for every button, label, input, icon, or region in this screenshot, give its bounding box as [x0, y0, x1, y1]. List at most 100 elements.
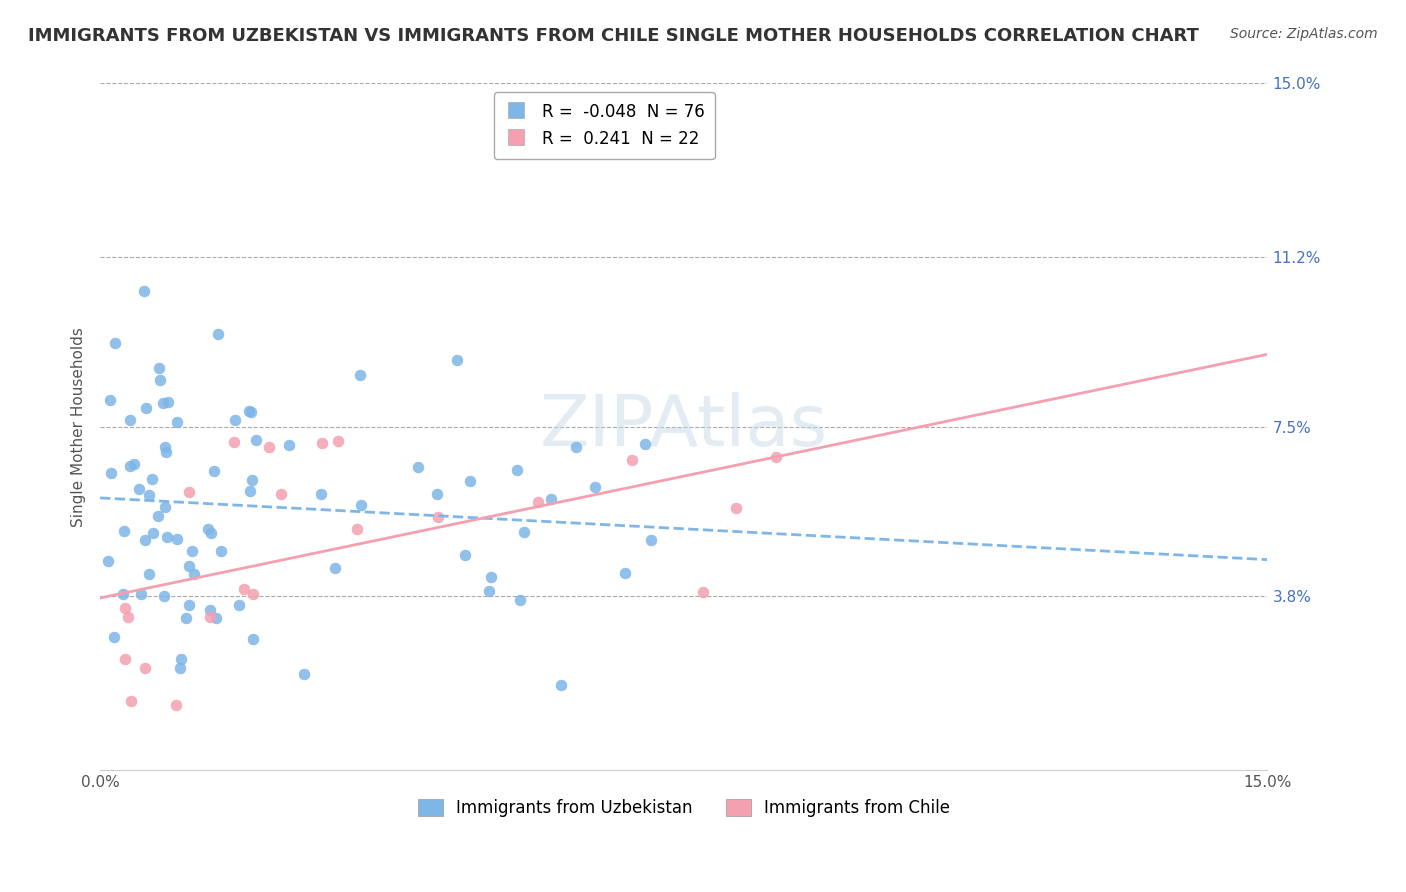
Point [200, 610, 222, 624]
Point [294, 666, 316, 681]
Point [98, 393, 121, 408]
Point [111, 587, 134, 601]
Point [155, 530, 177, 544]
Text: Source: ZipAtlas.com: Source: ZipAtlas.com [1230, 27, 1378, 41]
Point [153, 440, 176, 454]
Point [583, 480, 606, 494]
Point [479, 570, 502, 584]
Point [148, 361, 170, 376]
Point [166, 532, 188, 546]
Point [177, 599, 200, 613]
Point [506, 463, 529, 477]
Point [257, 440, 280, 454]
Text: ZIPAtlas: ZIPAtlas [540, 392, 828, 461]
Point [239, 404, 262, 418]
Point [152, 396, 174, 410]
Point [148, 508, 170, 523]
Point [181, 544, 204, 558]
Point [104, 336, 127, 351]
Point [245, 433, 267, 447]
Point [197, 522, 219, 536]
Point [129, 587, 152, 601]
Point [132, 284, 155, 298]
Point [240, 473, 263, 487]
Point [166, 415, 188, 429]
Point [270, 486, 292, 500]
Point [207, 326, 229, 341]
Point [134, 661, 156, 675]
Point [328, 434, 350, 448]
Point [174, 611, 197, 625]
Legend: Immigrants from Uzbekistan, Immigrants from Chile: Immigrants from Uzbekistan, Immigrants f… [411, 792, 956, 823]
Point [222, 435, 245, 450]
Point [513, 524, 536, 539]
Point [406, 460, 429, 475]
Point [724, 500, 747, 515]
Point [446, 353, 468, 368]
Point [350, 498, 373, 512]
Point [692, 584, 714, 599]
Point [200, 603, 222, 617]
Point [169, 661, 191, 675]
Point [97, 554, 120, 568]
Point [478, 584, 501, 599]
Point [278, 438, 301, 452]
Point [179, 485, 201, 500]
Point [156, 395, 179, 409]
Point [564, 441, 586, 455]
Point [209, 544, 232, 558]
Point [454, 549, 477, 563]
Point [138, 488, 160, 502]
Point [309, 486, 332, 500]
Point [183, 567, 205, 582]
Point [426, 510, 449, 524]
Point [509, 593, 531, 607]
Point [426, 486, 449, 500]
Point [323, 561, 346, 575]
Point [349, 368, 371, 382]
Point [550, 678, 572, 692]
Point [202, 464, 225, 478]
Point [122, 457, 145, 471]
Point [135, 401, 157, 415]
Point [613, 566, 636, 580]
Point [138, 567, 160, 582]
Point [346, 522, 368, 536]
Point [128, 482, 150, 496]
Point [527, 495, 550, 509]
Point [170, 652, 193, 666]
Point [242, 586, 264, 600]
Point [120, 413, 142, 427]
Point [114, 600, 136, 615]
Point [458, 475, 481, 489]
Point [103, 630, 125, 644]
Point [239, 484, 262, 499]
Point [149, 373, 172, 387]
Point [134, 533, 156, 548]
Point [540, 492, 562, 507]
Point [200, 526, 222, 541]
Point [233, 582, 256, 596]
Point [640, 533, 662, 548]
Point [100, 467, 122, 481]
Point [120, 694, 142, 708]
Point [114, 652, 136, 666]
Point [120, 459, 142, 474]
Point [621, 453, 644, 467]
Point [153, 589, 176, 603]
Point [141, 472, 163, 486]
Point [224, 413, 246, 427]
Point [165, 698, 187, 713]
Point [153, 500, 176, 515]
Point [238, 403, 260, 417]
Point [228, 598, 250, 612]
Point [117, 610, 139, 624]
Point [112, 524, 135, 538]
Point [205, 611, 228, 625]
Y-axis label: Single Mother Households: Single Mother Households [72, 326, 86, 526]
Point [155, 445, 177, 459]
Point [765, 450, 787, 464]
Point [242, 632, 264, 646]
Point [142, 525, 165, 540]
Point [311, 436, 333, 450]
